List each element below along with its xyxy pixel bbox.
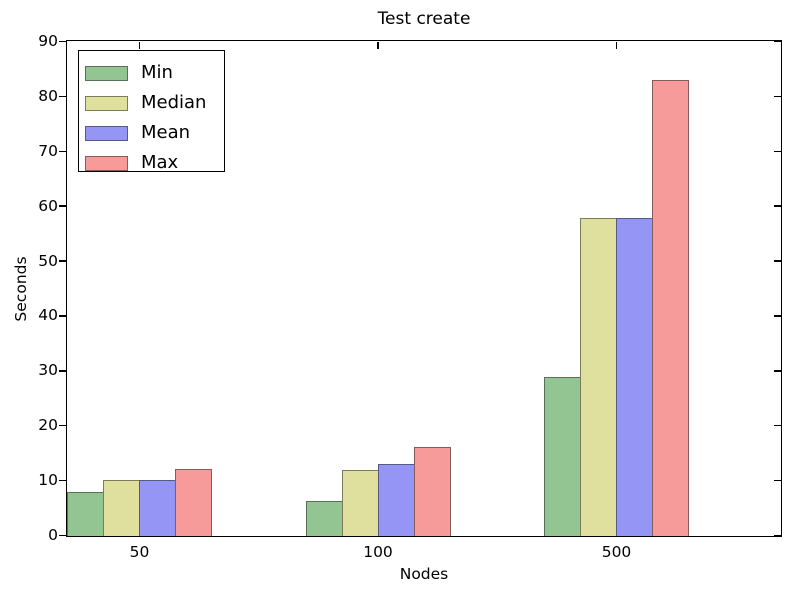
y-tick-mark-right — [773, 315, 781, 317]
y-tick-label: 80 — [38, 86, 58, 105]
y-tick-label: 20 — [38, 416, 58, 435]
y-tick-mark-right — [773, 150, 781, 152]
bar-median-50 — [103, 480, 141, 536]
y-tick-mark-left — [59, 150, 66, 152]
y-tick-label: 50 — [38, 251, 58, 270]
x-tick-label: 50 — [129, 543, 150, 561]
y-tick-label: 40 — [38, 306, 58, 325]
y-tick-mark-right — [773, 534, 781, 537]
y-tick-mark-left — [59, 425, 66, 427]
y-tick-mark-left — [59, 260, 66, 262]
bar-max-50 — [175, 468, 213, 536]
y-tick-mark-right — [773, 370, 781, 372]
legend-label: Mean — [141, 122, 191, 143]
bar-min-500 — [544, 376, 582, 536]
legend-swatch-mean — [85, 125, 128, 141]
y-tick-mark-left — [59, 205, 66, 207]
y-tick-mark-left — [59, 95, 66, 98]
y-axis-label: Seconds — [12, 256, 30, 322]
legend-row-mean: Mean — [85, 118, 224, 148]
chart-title: Test create — [377, 9, 471, 29]
y-tick-mark-left — [59, 315, 66, 317]
legend-swatch-max — [85, 155, 128, 171]
bar-mean-500 — [616, 217, 654, 536]
bar-max-500 — [652, 80, 690, 536]
y-tick-label: 0 — [48, 526, 58, 544]
y-tick-label: 60 — [38, 196, 58, 215]
y-tick-mark-left — [59, 479, 66, 482]
x-tick-mark-top — [615, 41, 618, 49]
y-tick-label: 90 — [38, 32, 58, 50]
x-tick-mark-top — [138, 41, 141, 49]
y-tick-mark-right — [773, 260, 781, 262]
y-tick-label: 30 — [38, 361, 58, 380]
y-tick-mark-right — [773, 425, 781, 427]
y-tick-mark-right — [773, 40, 781, 43]
legend-label: Median — [141, 92, 207, 113]
bar-median-500 — [580, 217, 618, 536]
legend: Min Median Mean Max — [78, 50, 225, 172]
y-tick-label: 70 — [38, 141, 58, 160]
y-tick-mark-left — [59, 370, 66, 372]
x-axis-label: Nodes — [399, 565, 449, 583]
y-tick-mark-left — [59, 534, 66, 537]
x-tick-label: 500 — [601, 543, 632, 561]
legend-row-max: Max — [85, 148, 224, 178]
y-tick-mark-left — [59, 40, 66, 43]
y-tick-label: 10 — [38, 471, 58, 490]
legend-swatch-median — [85, 95, 128, 111]
y-tick-mark-right — [773, 479, 781, 482]
y-tick-mark-right — [773, 95, 781, 98]
x-tick-mark-top — [377, 41, 379, 49]
plot-area — [66, 40, 782, 537]
legend-label: Min — [141, 62, 173, 83]
bar-min-100 — [305, 501, 343, 536]
legend-label: Max — [141, 152, 179, 173]
y-tick-mark-right — [773, 205, 781, 207]
legend-swatch-min — [85, 65, 128, 81]
bar-max-100 — [413, 446, 451, 536]
bar-median-100 — [341, 469, 379, 536]
legend-row-median: Median — [85, 88, 224, 118]
x-tick-label: 100 — [363, 543, 393, 561]
bar-mean-50 — [139, 480, 177, 536]
bar-mean-100 — [377, 463, 415, 536]
legend-row-min: Min — [85, 58, 224, 88]
bar-min-50 — [67, 491, 105, 536]
